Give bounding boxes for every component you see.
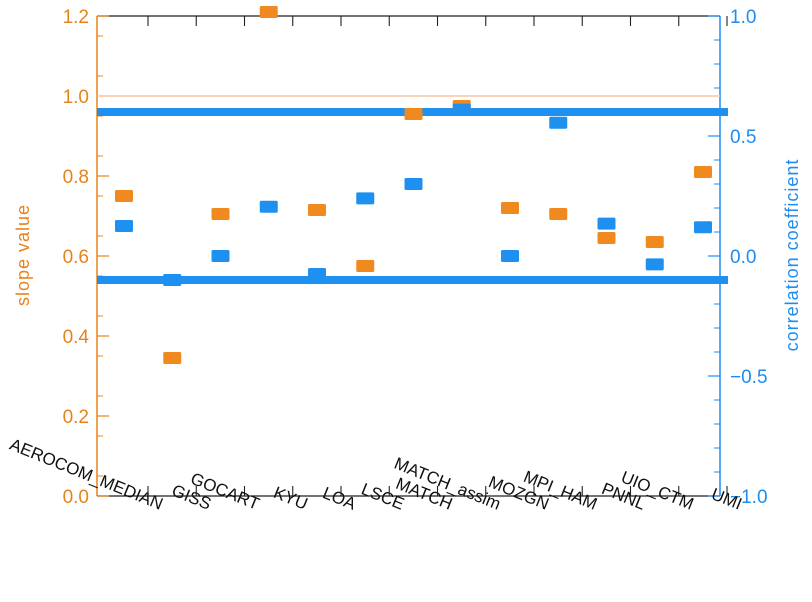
slope-marker	[404, 108, 423, 120]
y-axis-left-title: slope value	[13, 204, 33, 306]
y-left-tick-label: 0.6	[63, 247, 89, 268]
ticks-group: 0.0 0.2 0.4 0.6 0.8 1.0 1.2 −1.0 −0.5 0.0 0.5 1.0	[63, 7, 768, 508]
slope-marker	[211, 208, 230, 220]
correlation-marker	[452, 103, 471, 116]
correlation-marker	[211, 250, 230, 262]
x-category-label: LOA	[320, 483, 359, 514]
y-left-tick-label: 0.2	[63, 407, 89, 428]
slope-marker	[501, 202, 519, 214]
y-left-tick-label: 1.2	[63, 7, 89, 28]
slope-marker	[308, 204, 326, 216]
correlation-marker	[404, 178, 423, 190]
y-left-tick-label: 0.0	[63, 487, 89, 508]
slope-marker	[115, 190, 133, 202]
y-axis-right-title: correlation coefficient	[782, 159, 802, 352]
y-right-tick-label: 1.0	[730, 7, 756, 28]
slope-marker	[694, 166, 712, 178]
slope-marker	[597, 232, 616, 244]
slope-marker	[549, 208, 568, 220]
correlation-marker	[115, 220, 133, 232]
correlation-marker	[549, 116, 568, 129]
slope-marker	[259, 6, 278, 18]
correlation-marker	[645, 258, 664, 271]
y-right-tick-label: 0.5	[730, 127, 756, 148]
y-right-tick-label: 0.0	[730, 247, 756, 268]
correlation-marker	[308, 268, 326, 280]
slope-marker	[645, 236, 664, 248]
correlation-marker	[356, 192, 375, 205]
slope-marker	[163, 352, 182, 364]
y-right-tick-label: −0.5	[730, 367, 768, 388]
axes-group	[96, 15, 721, 497]
correlation-marker	[597, 217, 616, 230]
y-left-tick-label: 0.8	[63, 167, 89, 188]
correlation-marker	[501, 250, 519, 262]
y-left-tick-label: 1.0	[63, 87, 89, 108]
data-marks-group	[115, 6, 712, 364]
labels-group: slope value correlation coefficient AERO…	[7, 159, 802, 514]
correlation-marker	[259, 200, 278, 213]
y-left-tick-label: 0.4	[63, 327, 90, 348]
y-right-tick-label: −1.0	[730, 487, 768, 508]
correlation-marker	[694, 221, 712, 234]
x-category-label: KYU	[271, 483, 311, 514]
slope-marker	[356, 260, 375, 272]
correlation-marker	[163, 274, 182, 286]
